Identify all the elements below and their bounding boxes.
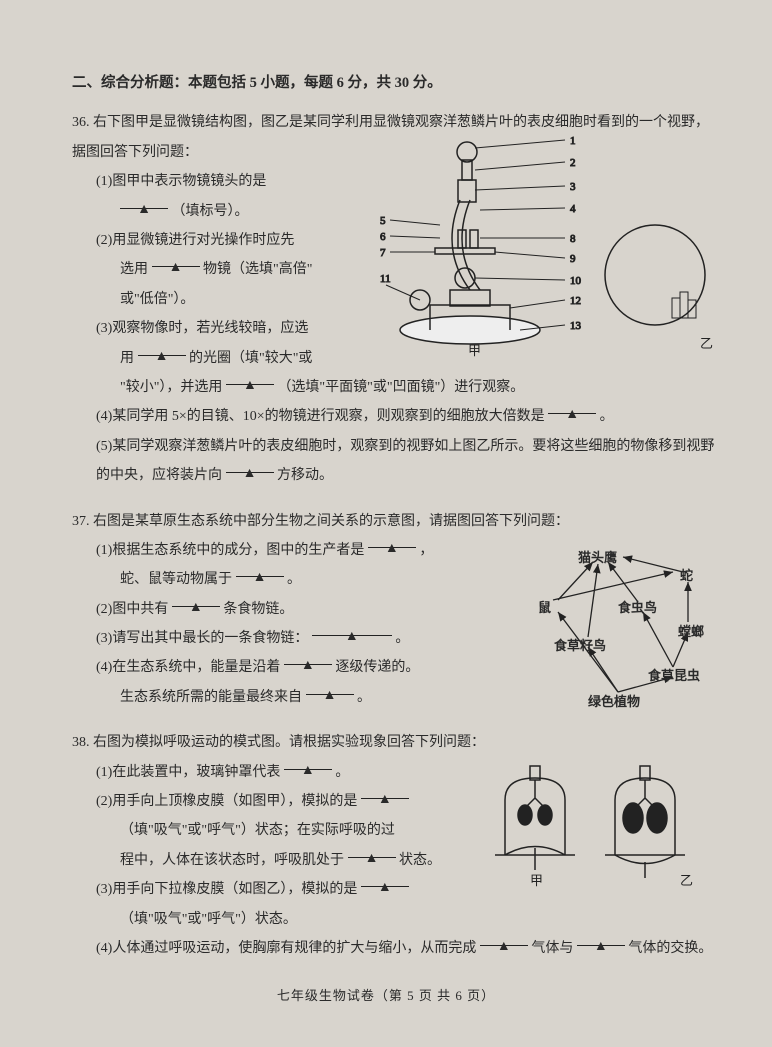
q38-1a: (1)在此装置中，玻璃钟罩代表	[96, 765, 280, 780]
q36-5b: 方移动。	[277, 468, 333, 483]
q38-2a: (2)用手向上顶橡皮膜（如图甲），模拟的是	[96, 794, 357, 809]
q37-num: 37.	[72, 514, 90, 529]
q37-1b: ，	[419, 543, 433, 558]
blank: ▲	[226, 459, 274, 473]
q37-stem: 右图是某草原生态系统中部分生物之间关系的示意图，请据图回答下列问题：	[93, 514, 569, 529]
q36-num: 36.	[72, 115, 90, 130]
blank: ▲	[361, 785, 409, 799]
q38-2b: （填"吸气"或"呼气"）状态；在实际呼吸的过	[96, 816, 492, 845]
q38-2c: 程中，人体在该状态时，呼吸肌处于	[120, 853, 344, 868]
q37-2b: 条食物链。	[223, 602, 293, 617]
node-plant: 绿色植物	[588, 688, 640, 715]
blank: ▲	[284, 651, 332, 665]
q37-4d: 。	[357, 690, 371, 705]
q36-5a: (5)某同学观察洋葱鳞片叶的表皮细胞时，观察到的视野如上图乙所示。要将这些细胞的…	[96, 439, 714, 483]
q38-num: 38.	[72, 735, 90, 750]
svg-text:5: 5	[380, 215, 386, 227]
q37-3b: 。	[395, 631, 409, 646]
svg-text:13: 13	[570, 320, 582, 332]
q36-3b: 用	[120, 351, 134, 366]
q37-4b: 逐级传递的。	[335, 660, 419, 675]
q36-2b: 选用	[120, 262, 148, 277]
q38-1b: 。	[335, 765, 349, 780]
blank: ▲	[312, 622, 392, 636]
q36-1a: (1)图甲中表示物镜镜头的是	[96, 167, 377, 196]
q37-1d: 。	[287, 572, 301, 587]
q37-1c: 蛇、鼠等动物属于	[120, 572, 232, 587]
node-seedbird: 食草籽鸟	[554, 632, 606, 659]
q36-3e: （选填"平面镜"或"凹面镜"）进行观察。	[277, 380, 524, 395]
node-owl: 猫头鹰	[578, 544, 617, 571]
label-jia: 甲	[468, 343, 481, 358]
q36-1b: （填标号）。	[172, 204, 249, 219]
node-herbinsect: 食草昆虫	[648, 662, 700, 689]
node-mantis: 螳螂	[678, 618, 704, 645]
svg-text:12: 12	[570, 295, 581, 307]
q38-3a: (3)用手向下拉橡皮膜（如图乙），模拟的是	[96, 882, 357, 897]
svg-text:11: 11	[380, 273, 391, 285]
q37-4a: (4)在生态系统中，能量是沿着	[96, 660, 280, 675]
blank: ▲	[368, 534, 416, 548]
q36-3d: "较小"），并选用	[120, 380, 222, 395]
q36-2d: 或"低倍"）。	[96, 285, 377, 314]
section-title: 二、综合分析题：本题包括 5 小题，每题 6 分，共 30 分。	[72, 68, 720, 98]
q37-3a: (3)请写出其中最长的一条食物链：	[96, 631, 308, 646]
q38-4c: 气体的交换。	[628, 941, 712, 956]
q37-4c: 生态系统所需的能量最终来自	[120, 690, 302, 705]
blank: ▲	[577, 932, 625, 946]
blank: ▲	[306, 681, 354, 695]
svg-text:7: 7	[380, 247, 386, 259]
blank: ▲	[361, 873, 409, 887]
q37-2a: (2)图中共有	[96, 602, 168, 617]
blank: ▲	[480, 932, 528, 946]
node-snake: 蛇	[680, 562, 693, 589]
q38-stem: 右图为模拟呼吸运动的模式图。请根据实验现象回答下列问题：	[93, 735, 485, 750]
node-mouse: 鼠	[538, 594, 551, 621]
q38-4b: 气体与	[531, 941, 573, 956]
q36-2c: 物镜（选填"高倍"	[203, 262, 312, 277]
q38-3b: （填"吸气"或"呼气"）状态。	[96, 905, 492, 934]
blank: ▲	[284, 756, 332, 770]
blank: ▲	[548, 400, 596, 414]
q36-4b: 。	[600, 409, 614, 424]
label-yi: 乙	[700, 336, 713, 351]
blank: ▲	[236, 563, 284, 577]
blank: ▲	[226, 371, 274, 385]
q38-4a: (4)人体通过呼吸运动，使胸廓有规律的扩大与缩小，从而完成	[96, 941, 476, 956]
blank: ▲	[348, 844, 396, 858]
svg-text:1: 1	[570, 135, 576, 147]
page-footer: 七年级生物试卷（第 5 页 共 6 页）	[0, 982, 772, 1009]
bell-jar-diagram: 甲 乙	[490, 760, 710, 890]
svg-text:9: 9	[570, 253, 576, 265]
blank: ▲	[120, 195, 168, 209]
field-of-view-yi: 乙	[600, 220, 720, 360]
svg-text:2: 2	[570, 157, 576, 169]
q38-2d: 状态。	[399, 853, 441, 868]
node-insectbird: 食虫鸟	[618, 594, 657, 621]
svg-text:8: 8	[570, 233, 576, 245]
label-yi-bell: 乙	[680, 873, 693, 888]
q37-1a: (1)根据生态系统中的成分，图中的生产者是	[96, 543, 364, 558]
q36-3a: (3)观察物像时，若光线较暗，应选	[96, 314, 377, 343]
blank: ▲	[172, 593, 220, 607]
q36-4a: (4)某同学用 5×的目镜、10×的物镜进行观察，则观察到的细胞放大倍数是	[96, 409, 545, 424]
svg-text:4: 4	[570, 203, 576, 215]
svg-text:3: 3	[570, 181, 576, 193]
blank: ▲	[152, 253, 200, 267]
svg-text:6: 6	[380, 231, 386, 243]
microscope-diagram: 1 2 3 4 5 6 7 8 9 10 11 12 13 甲	[380, 130, 590, 360]
label-jia-bell: 甲	[530, 873, 543, 888]
q36-3c: 的光圈（填"较大"或	[189, 351, 312, 366]
q36-2a: (2)用显微镜进行对光操作时应先	[96, 226, 377, 255]
blank: ▲	[138, 342, 186, 356]
svg-text:10: 10	[570, 275, 582, 287]
